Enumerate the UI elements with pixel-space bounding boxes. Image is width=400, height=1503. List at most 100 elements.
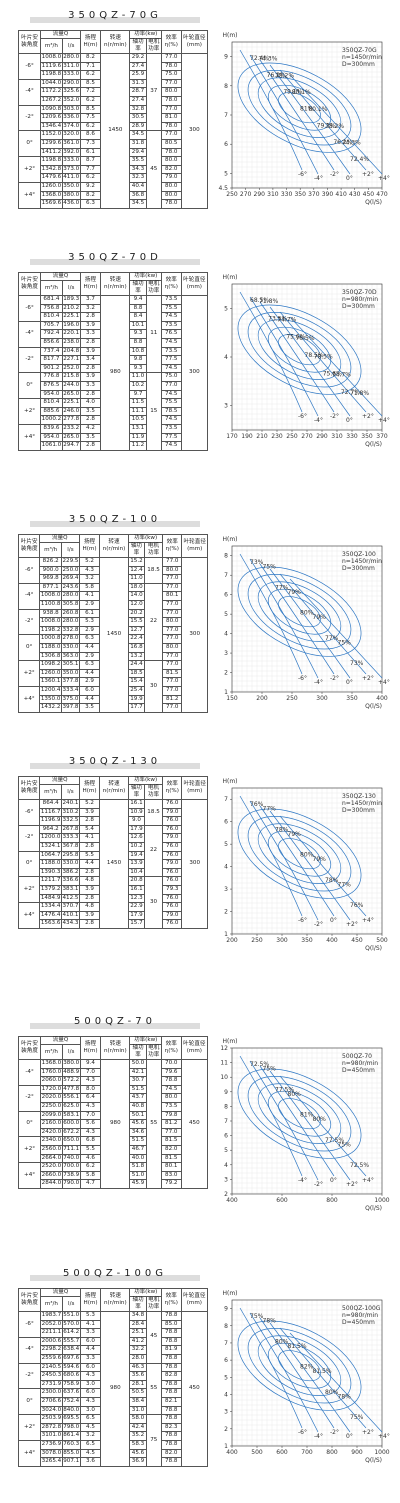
cell: 78.8: [160, 1388, 182, 1398]
header-cell: 轴功率: [129, 1044, 147, 1060]
angle-cell: +4°: [17, 685, 41, 713]
cell: 73.5: [160, 346, 182, 357]
x-tick-label: 350: [294, 191, 306, 198]
cell: 1299.6: [40, 138, 63, 149]
cell: 350.0: [61, 181, 81, 192]
data-row: 2020.0 556.1 6.4 43.7 80.0: [19, 1093, 208, 1103]
efficiency-label: 75%: [338, 1141, 352, 1148]
data-row: 1306.8 363.0 2.9 13.2 77.0: [19, 651, 208, 662]
header-cell: 效率η(%): [160, 1288, 182, 1312]
efficiency-label: 77%: [275, 584, 289, 591]
x-axis-label: Q(l/S): [365, 199, 382, 206]
data-row: +4° 2736.9 760.3 6.5 58.3 78.8: [17, 1439, 208, 1467]
x-tick-label: 900: [351, 1449, 363, 1456]
cell: 1116.7: [39, 807, 62, 818]
cell: 32.8: [129, 104, 147, 115]
cell: 410.1: [60, 910, 80, 921]
x-tick-label: 250: [226, 191, 238, 198]
cell: 4.7: [79, 1179, 102, 1189]
cell: 1563.6: [39, 919, 62, 929]
cell: 1720.0: [40, 1084, 63, 1095]
cell: 8.2: [79, 190, 102, 201]
x-tick-label: 450: [363, 191, 375, 198]
efficiency-label: 79%: [313, 856, 327, 863]
cell: 6.4: [79, 1093, 102, 1103]
head-curve: [239, 1055, 303, 1177]
header-cell: 效率η(%): [162, 776, 183, 800]
section-title: 350QZ-70D: [30, 252, 200, 265]
data-row: 1198.8 333.0 6.2 25.9 75.0: [19, 70, 208, 80]
cell: 74.5: [160, 441, 182, 451]
cell: 856.6: [40, 337, 63, 348]
cell: 9.3: [129, 329, 147, 339]
cell: 28.1: [129, 1379, 147, 1390]
cell: 76.0: [162, 799, 183, 809]
y-axis-label: H(m): [222, 1290, 237, 1297]
y-tick-label: 11: [220, 1060, 228, 1067]
cell: 77.0: [162, 608, 183, 619]
header-cell: 叶轮直径(mm): [181, 534, 208, 558]
efficiency-label: 75.6%: [286, 334, 305, 341]
cell: 75.0: [160, 372, 182, 382]
x-tick-label: 250: [286, 695, 298, 702]
cell: 1569.6: [40, 199, 63, 209]
header-cell: 流量Q: [40, 1288, 81, 1297]
cell: 2000.6: [40, 1336, 63, 1347]
cell: 75.0: [160, 70, 182, 80]
page: 350QZ-70G 叶片安装角度 流量Q 扬程H(m) 转速n(r/min) 功率(kw)…: [17, 10, 390, 1467]
cell: 7.0: [79, 1110, 102, 1121]
performance-chart: 200 250 300 350 400 450 500 1 2 3 4 5 6 7 H(m) Q(l/S) 35…: [222, 778, 387, 952]
data-row: 2844.0 790.0 4.7 45.9 79.2: [19, 1179, 208, 1189]
cell: 79.2: [160, 1179, 182, 1189]
cell: 2.8: [79, 415, 102, 425]
cell: 1198.8: [40, 70, 63, 80]
cell: 76.0: [162, 816, 183, 826]
angle-label: +2°: [362, 675, 374, 682]
cell: 10.2: [129, 380, 147, 391]
angle-label: -2°: [314, 921, 323, 928]
cell: 752.4: [61, 1396, 81, 1407]
cell: 78.8: [160, 1439, 182, 1450]
cell: 8.7: [79, 156, 102, 166]
x-tick-label: 350: [361, 433, 373, 440]
angle-cell: +4°: [17, 1439, 42, 1467]
cell: 4.8: [78, 902, 101, 912]
data-row: +2° 1211.7 336.6 4.8 20.8 30 76.0: [17, 876, 208, 929]
cell: 3.2: [78, 574, 101, 584]
cell: 77.0: [160, 78, 182, 89]
angle-label: 0°: [346, 1433, 353, 1440]
header-cell: 轴功率: [129, 38, 147, 54]
header-row: 叶片安装角度 流量Q 扬程H(m) 转速n(r/min) 功率(kw) 效率η(%) 叶轮直…: [17, 1036, 209, 1060]
cell: 16.1: [127, 884, 145, 895]
data-row: 1198.2 332.8 2.9 12.7 77.0: [19, 625, 208, 636]
efficiency-contour: [278, 596, 321, 628]
speed-cell: 1450: [99, 557, 129, 713]
header-cell: l/s: [61, 38, 81, 54]
angle-cell: +2°: [17, 660, 41, 687]
efficiency-contour: [237, 808, 362, 899]
cell: 383.1: [60, 884, 80, 895]
motor-cell: 45: [145, 130, 162, 209]
cell: 2.8: [78, 867, 101, 878]
angle-cell: -4°: [17, 1059, 42, 1086]
y-tick-label: 12: [220, 1045, 228, 1052]
header-cell: 叶片安装角度: [17, 534, 41, 558]
data-row: 1476.4 410.1 3.9 17.9 79.0: [19, 910, 208, 921]
chart-info: n=1450r/min: [342, 54, 382, 61]
head-curve: [269, 1070, 351, 1181]
angle-cell: +4°: [17, 902, 41, 929]
cell: 332.8: [60, 625, 80, 636]
efficiency-label: 72.5%: [350, 1162, 369, 1169]
cell: 6.0: [78, 685, 101, 696]
cell: 2503.9: [40, 1414, 63, 1424]
cell: 80.0: [160, 181, 182, 192]
speed-cell: 980: [100, 1311, 131, 1467]
cell: 40.8: [129, 1101, 147, 1112]
cell: 79.0: [162, 859, 183, 869]
cell: 9.4: [129, 295, 147, 305]
data-row: 2731.9 758.9 3.0 28.1 78.8: [19, 1379, 208, 1390]
efficiency-contour: [237, 62, 362, 153]
motor-cell: 30: [143, 876, 164, 929]
cell: 6.5: [79, 1414, 102, 1424]
cell: 18.0: [127, 582, 145, 593]
